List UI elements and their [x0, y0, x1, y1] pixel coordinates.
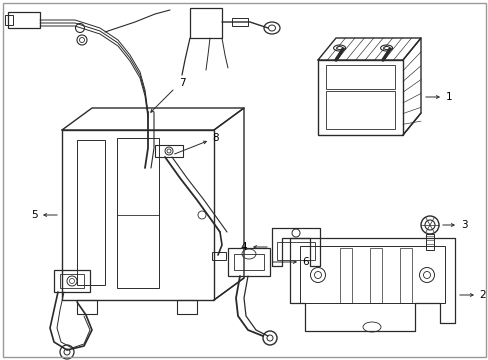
Bar [190, 8, 222, 38]
Bar [177, 300, 197, 314]
Bar [276, 242, 314, 260]
Text: 5: 5 [31, 210, 37, 220]
Bar [369, 248, 381, 303]
Bar [117, 138, 159, 288]
Bar [77, 300, 97, 314]
Bar [77, 140, 105, 285]
Bar [317, 60, 402, 135]
Bar [325, 91, 394, 129]
Bar [212, 252, 225, 260]
Bar [62, 130, 214, 300]
Bar [425, 234, 433, 250]
Bar [155, 145, 183, 157]
Bar [234, 254, 264, 270]
Text: 7: 7 [178, 78, 185, 88]
Bar [231, 18, 247, 26]
Bar [54, 270, 90, 292]
Text: 1: 1 [445, 92, 451, 102]
Bar [339, 248, 351, 303]
Bar [325, 65, 394, 89]
Bar [5, 15, 13, 25]
Bar [8, 12, 40, 28]
Text: 6: 6 [302, 257, 309, 267]
Bar [399, 248, 411, 303]
Bar [60, 274, 84, 288]
Text: 2: 2 [479, 290, 486, 300]
Bar [227, 248, 269, 276]
Bar [299, 246, 444, 303]
Text: 4: 4 [240, 242, 247, 252]
Text: 3: 3 [460, 220, 467, 230]
Text: 8: 8 [212, 133, 219, 143]
